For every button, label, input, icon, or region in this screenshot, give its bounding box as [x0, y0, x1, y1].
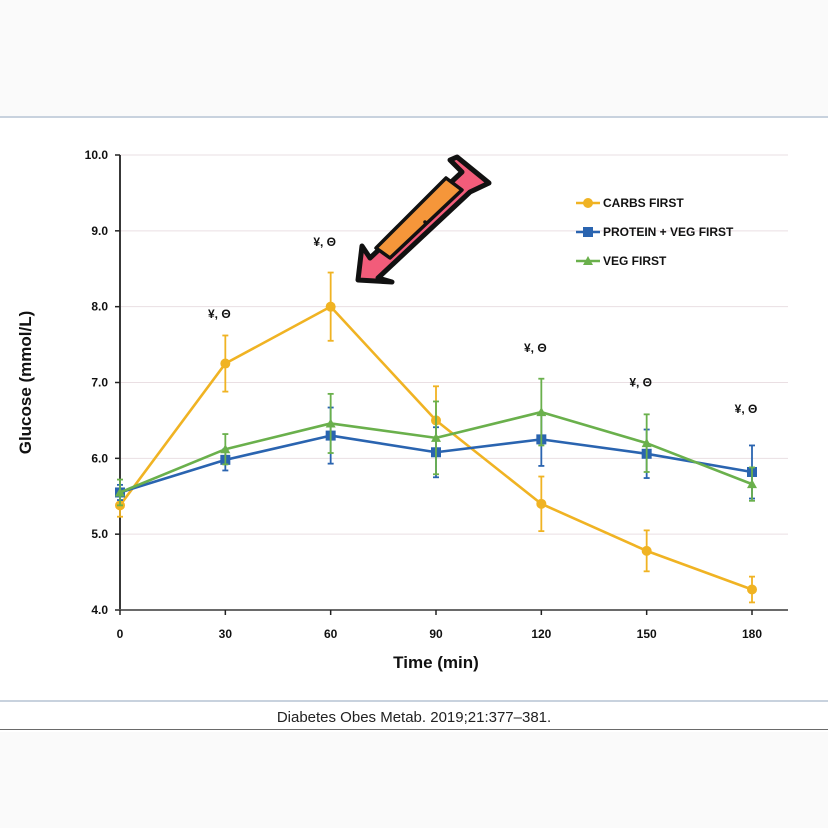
legend-label: VEG FIRST — [603, 254, 667, 268]
citation-text: Diabetes Obes Metab. 2019;21:377–381. — [276, 709, 552, 726]
significance-label: ¥, Θ — [735, 402, 758, 416]
axes — [115, 154, 788, 615]
data-series — [115, 271, 757, 604]
data-point-triangle — [583, 256, 593, 265]
y-tick-label: 5.0 — [91, 527, 108, 541]
data-point-triangle — [641, 438, 652, 448]
x-tick-label: 60 — [324, 627, 338, 641]
x-tick-label: 120 — [531, 627, 551, 641]
y-tick-label: 4.0 — [91, 603, 108, 617]
data-point-square — [583, 227, 593, 237]
x-axis-title: Time (min) — [393, 653, 479, 672]
data-point-circle — [583, 198, 593, 208]
pink-arrow-icon — [355, 154, 492, 285]
legend-item: VEG FIRST — [576, 254, 667, 268]
gridlines — [120, 154, 788, 535]
data-point-triangle — [536, 407, 547, 417]
y-tick-label: 7.0 — [91, 376, 108, 390]
x-tick-label: 90 — [429, 627, 443, 641]
significance-label: ¥, Θ — [313, 235, 336, 249]
legend-item: PROTEIN + VEG FIRST — [576, 225, 734, 239]
data-point-triangle — [431, 432, 441, 442]
x-tick-label: 30 — [219, 627, 233, 641]
footer-divider — [0, 700, 828, 702]
y-tick-label: 8.0 — [91, 300, 108, 314]
y-tick-label: 6.0 — [91, 451, 108, 465]
legend-label: CARBS FIRST — [603, 196, 684, 210]
y-axis-title: Glucose (mmol/L) — [16, 311, 35, 455]
x-tick-label: 0 — [117, 627, 124, 641]
data-point-triangle — [115, 487, 125, 497]
y-tick-label: 10.0 — [85, 148, 109, 162]
series-veg-first — [115, 377, 757, 507]
data-point-circle — [536, 498, 547, 509]
data-point-circle — [641, 545, 652, 556]
data-point-circle — [325, 301, 336, 312]
y-tick-labels: 4.0 5.0 6.0 7.0 8.0 9.0 10.0 — [85, 148, 109, 617]
data-point-circle — [220, 358, 231, 369]
significance-annotations: ¥, Θ ¥, Θ ¥, Θ ¥, Θ ¥, Θ — [208, 235, 757, 416]
legend: CARBS FIRST PROTEIN + VEG FIRST VEG FIRST — [576, 196, 734, 268]
data-point-triangle — [220, 444, 231, 454]
data-point-circle — [747, 584, 757, 595]
x-tick-label: 180 — [742, 627, 762, 641]
data-point-triangle — [747, 479, 757, 489]
x-tick-label: 150 — [637, 627, 657, 641]
significance-label: ¥, Θ — [208, 307, 231, 321]
y-tick-label: 9.0 — [91, 224, 108, 238]
legend-item: CARBS FIRST — [576, 196, 684, 210]
bottom-divider — [0, 729, 828, 730]
significance-label: ¥, Θ — [524, 341, 547, 355]
legend-label: PROTEIN + VEG FIRST — [603, 225, 734, 239]
x-tick-labels: 0 30 60 90 120 150 180 — [117, 627, 763, 641]
data-point-triangle — [325, 418, 336, 428]
significance-label: ¥, Θ — [629, 375, 652, 389]
